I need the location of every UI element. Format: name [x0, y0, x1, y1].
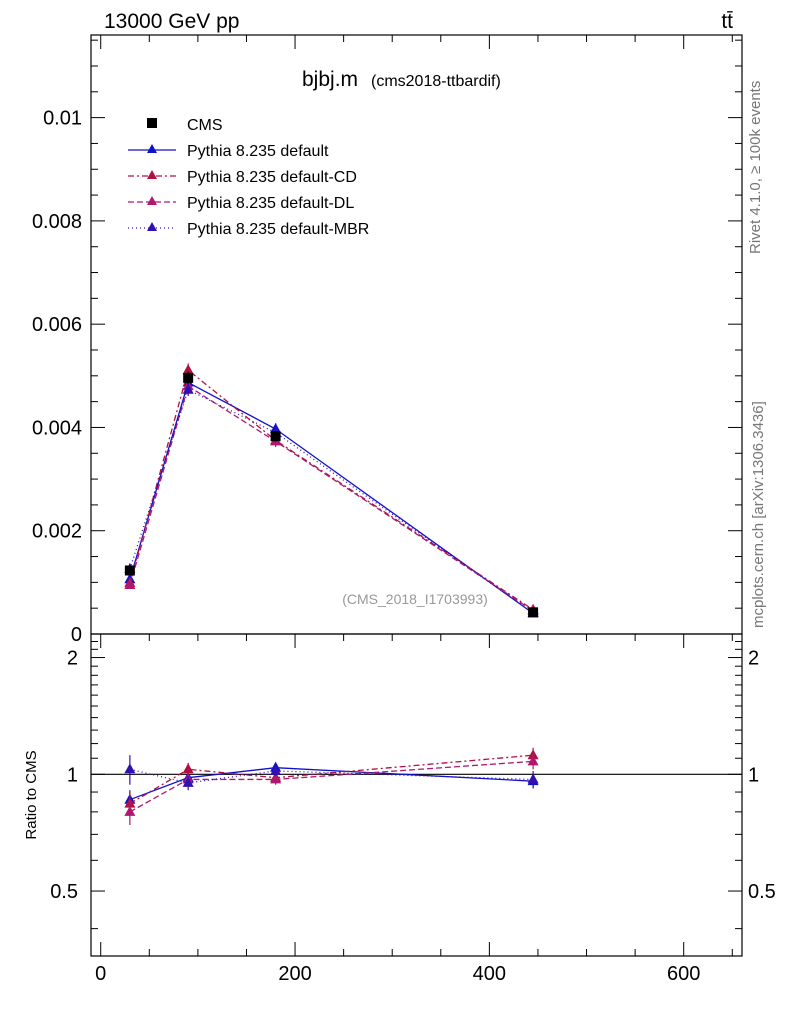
- legend-label-cd: Pythia 8.235 default-CD: [187, 169, 357, 186]
- data-point: [183, 372, 194, 383]
- ratio-plot-frame: [90, 633, 743, 957]
- ratio-series-line: [129, 754, 534, 805]
- series-line: [129, 385, 534, 612]
- series-line: [129, 388, 534, 614]
- y-tick-label: 0.006: [32, 314, 82, 336]
- legend-label-mbr: Pythia 8.235 default-MBR: [187, 221, 369, 238]
- ratio-series-line: [129, 768, 534, 784]
- chart-title-sub: (cms2018-ttbardif): [371, 73, 501, 90]
- legend-marker-cms: [147, 118, 157, 128]
- legend: CMS Pythia 8.235 default Pythia 8.235 de…: [128, 117, 369, 238]
- y-tick-label: 0.004: [32, 417, 82, 439]
- legend-label-default: Pythia 8.235 default: [187, 143, 329, 160]
- series-marker: [124, 578, 136, 589]
- ratio-tick-label-left: 1: [67, 764, 78, 786]
- legend-marker-mbr: [147, 222, 157, 231]
- x-tick-label: 0: [95, 963, 106, 985]
- legend-label-cms: CMS: [187, 117, 223, 134]
- ratio-marker: [182, 763, 194, 774]
- legend-marker-dl: [147, 196, 157, 205]
- y-tick-label: 0: [71, 624, 82, 646]
- ratio-marker: [124, 805, 136, 816]
- data-point: [270, 431, 281, 442]
- data-point: [528, 607, 539, 618]
- rivet-version-label: Rivet 4.1.0, ≥ 100k events: [747, 81, 764, 254]
- ratio-tick-label-right: 1: [748, 764, 759, 786]
- legend-marker-cd: [147, 170, 157, 179]
- mcplots-label: mcplots.cern.ch [arXiv:1306.3436]: [750, 401, 767, 628]
- data-point: [124, 565, 135, 576]
- ratio-plot-data: [91, 747, 742, 826]
- series-line: [129, 369, 534, 611]
- y-tick-label: 0.002: [32, 521, 82, 543]
- axes-layer: 0 200 400 600 0 0.002 0.004 0.006 0.008 0.01 0.5 0.…: [32, 35, 776, 985]
- ratio-marker: [270, 764, 282, 775]
- ratio-tick-label-left: 0.5: [50, 881, 78, 903]
- ratio-marker: [124, 763, 136, 774]
- ratio-tick-label-right: 0.5: [748, 881, 776, 903]
- legend-label-dl: Pythia 8.235 default-DL: [187, 195, 354, 212]
- x-tick-label: 200: [278, 963, 311, 985]
- chart-title-main: bjbj.m: [302, 68, 358, 91]
- x-tick-label: 600: [667, 963, 700, 985]
- ratio-marker: [527, 755, 539, 766]
- series-marker: [182, 383, 194, 394]
- ratio-tick-label-left: 2: [67, 648, 78, 670]
- analysis-watermark: (CMS_2018_I1703993): [342, 591, 488, 607]
- process-label: tt̄: [721, 10, 733, 33]
- ratio-marker: [270, 773, 282, 784]
- ratio-series-line: [129, 760, 534, 813]
- ratio-tick-label-right: 2: [748, 648, 759, 670]
- ratio-marker: [527, 773, 539, 784]
- legend-marker-default: [147, 144, 157, 153]
- ratio-axis-label: Ratio to CMS: [23, 750, 40, 839]
- ratio-marker: [182, 776, 194, 787]
- series-line: [129, 381, 534, 614]
- y-tick-label: 0.008: [32, 211, 82, 233]
- y-tick-label: 0.01: [43, 108, 82, 130]
- main-plot-data: [124, 363, 539, 618]
- series-marker: [182, 364, 194, 375]
- x-tick-label: 400: [473, 963, 506, 985]
- energy-label: 13000 GeV pp: [104, 10, 239, 33]
- ratio-series-line: [129, 767, 534, 801]
